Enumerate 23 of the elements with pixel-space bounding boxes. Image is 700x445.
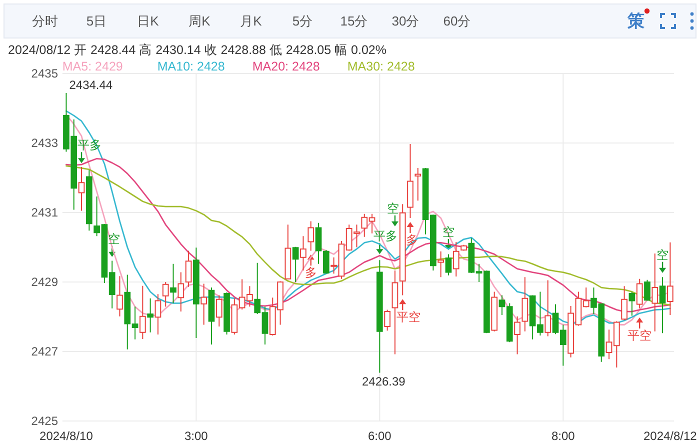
x-tick-label: 2024/8/12 xyxy=(643,429,698,443)
x-tick-label: 6:00 xyxy=(368,429,392,443)
y-tick-label: 2433 xyxy=(31,136,58,150)
x-tick-label: 2024/8/10 xyxy=(40,429,94,443)
y-tick-label: 2435 xyxy=(31,66,58,80)
data-label: 空 xyxy=(442,224,454,239)
y-tick-label: 2425 xyxy=(31,414,58,428)
data-label: 空 xyxy=(386,201,399,216)
y-tick-label: 2431 xyxy=(31,206,58,220)
data-label: 平空 xyxy=(628,328,652,343)
annotation: 2426.39 xyxy=(362,374,406,389)
data-label: 平空 xyxy=(396,310,421,324)
legend: MA5: 2429 MA10: 2428 MA20: 2428 MA30: 2428 xyxy=(62,60,415,74)
y-tick-label: 2429 xyxy=(31,275,58,289)
data-label: 空 xyxy=(656,248,669,262)
x-tick-label: 3:00 xyxy=(184,429,208,443)
data-label: 空 xyxy=(108,232,120,246)
data-label: 多 xyxy=(304,266,317,280)
chart-subtitle: 2024/08/12 开 2428.44 高 2430.14 收 2428.88 低 2428.05 幅 0.02% xyxy=(8,42,386,57)
annotation: 2434.44 xyxy=(69,78,113,92)
y-tick-label: 2427 xyxy=(31,344,58,358)
data-label: 平多 xyxy=(374,229,398,244)
x-tick-label: 8:00 xyxy=(551,429,576,443)
